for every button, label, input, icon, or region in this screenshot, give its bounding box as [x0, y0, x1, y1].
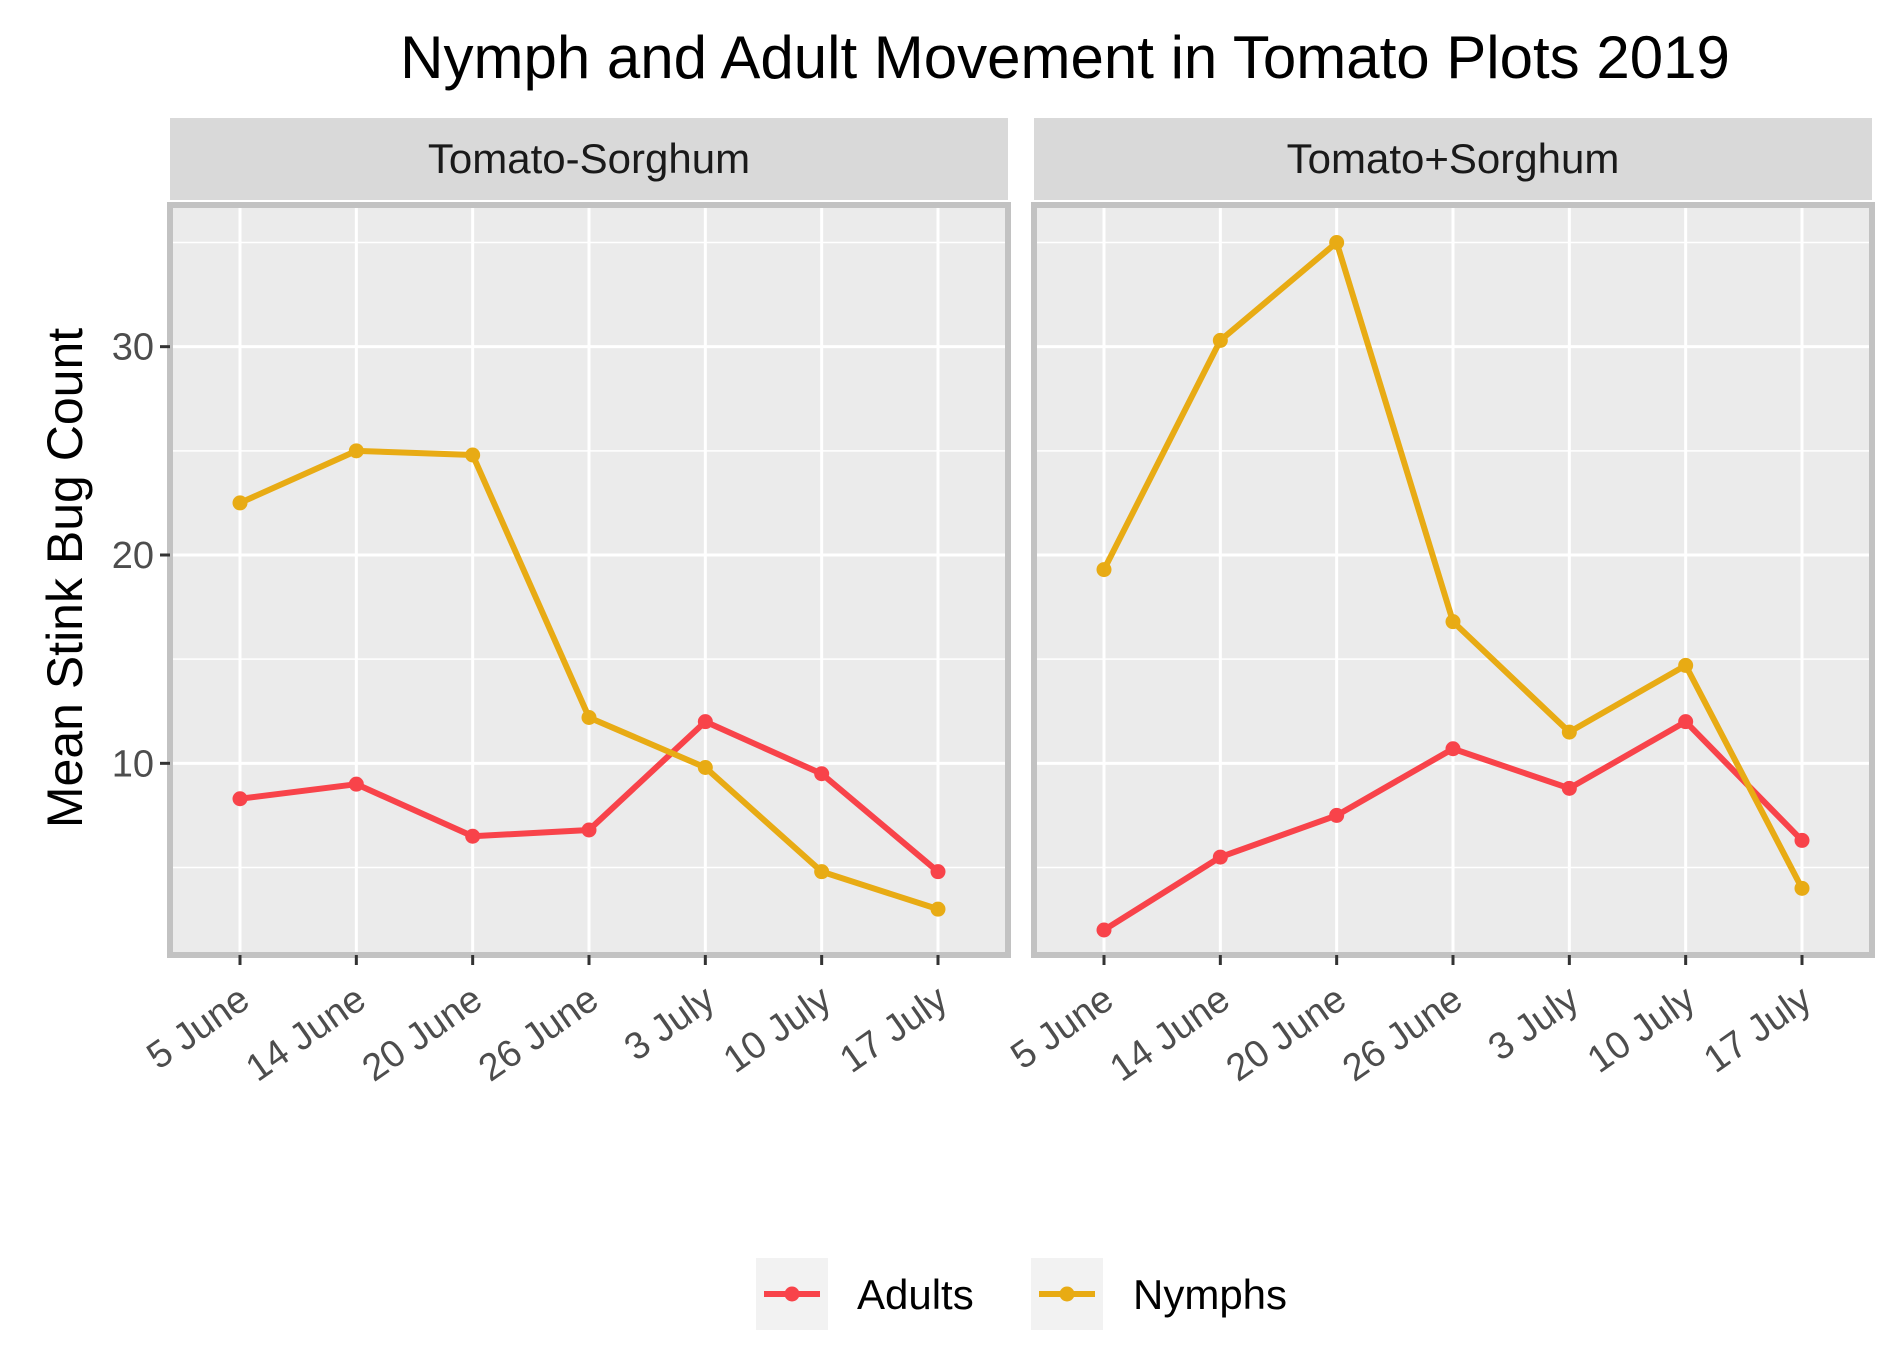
- data-point-nymphs: [232, 495, 248, 511]
- facet-strip: [1034, 118, 1872, 200]
- data-point-nymphs: [1329, 235, 1345, 250]
- y-tick-label: 20: [112, 535, 154, 577]
- data-point-adults: [1212, 849, 1228, 865]
- chart-title: Nymph and Adult Movement in Tomato Plots…: [400, 24, 1730, 91]
- data-point-adults: [1561, 780, 1577, 796]
- data-point-adults: [697, 714, 713, 730]
- legend-label: Adults: [857, 1271, 974, 1318]
- data-point-adults: [348, 776, 364, 792]
- data-point-adults: [1678, 714, 1694, 730]
- data-point-adults: [1794, 832, 1810, 848]
- data-point-nymphs: [1794, 880, 1810, 896]
- y-axis-title: Mean Stink Bug Count: [37, 328, 93, 828]
- data-point-adults: [814, 766, 830, 782]
- legend-key-point: [1059, 1286, 1075, 1302]
- data-point-adults: [465, 828, 481, 844]
- y-tick-label: 30: [112, 327, 154, 369]
- data-point-nymphs: [1212, 332, 1228, 348]
- legend-item-adults: Adults: [756, 1258, 974, 1330]
- data-point-adults: [1329, 807, 1345, 823]
- data-point-nymphs: [1096, 562, 1112, 578]
- data-point-nymphs: [1445, 614, 1461, 630]
- data-point-adults: [930, 864, 946, 880]
- facet-strip: [170, 118, 1008, 200]
- data-point-nymphs: [465, 447, 481, 463]
- facet-strip-label: Tomato+Sorghum: [1287, 135, 1620, 182]
- legend: Adults Nymphs: [756, 1258, 1287, 1330]
- data-point-nymphs: [1678, 657, 1694, 673]
- data-point-nymphs: [1561, 724, 1577, 740]
- data-point-nymphs: [930, 901, 946, 917]
- data-point-adults: [1445, 741, 1461, 757]
- data-point-nymphs: [348, 443, 364, 459]
- legend-label: Nymphs: [1133, 1271, 1287, 1318]
- legend-key-point: [784, 1286, 800, 1302]
- facet-strip-label: Tomato-Sorghum: [428, 135, 750, 182]
- data-point-adults: [232, 791, 248, 807]
- y-tick-label: 10: [112, 743, 154, 785]
- data-point-nymphs: [581, 710, 597, 725]
- legend-item-nymphs: Nymphs: [1031, 1258, 1287, 1330]
- data-point-nymphs: [814, 864, 830, 880]
- data-point-adults: [1096, 922, 1112, 938]
- data-point-nymphs: [697, 760, 713, 775]
- data-point-adults: [581, 822, 597, 838]
